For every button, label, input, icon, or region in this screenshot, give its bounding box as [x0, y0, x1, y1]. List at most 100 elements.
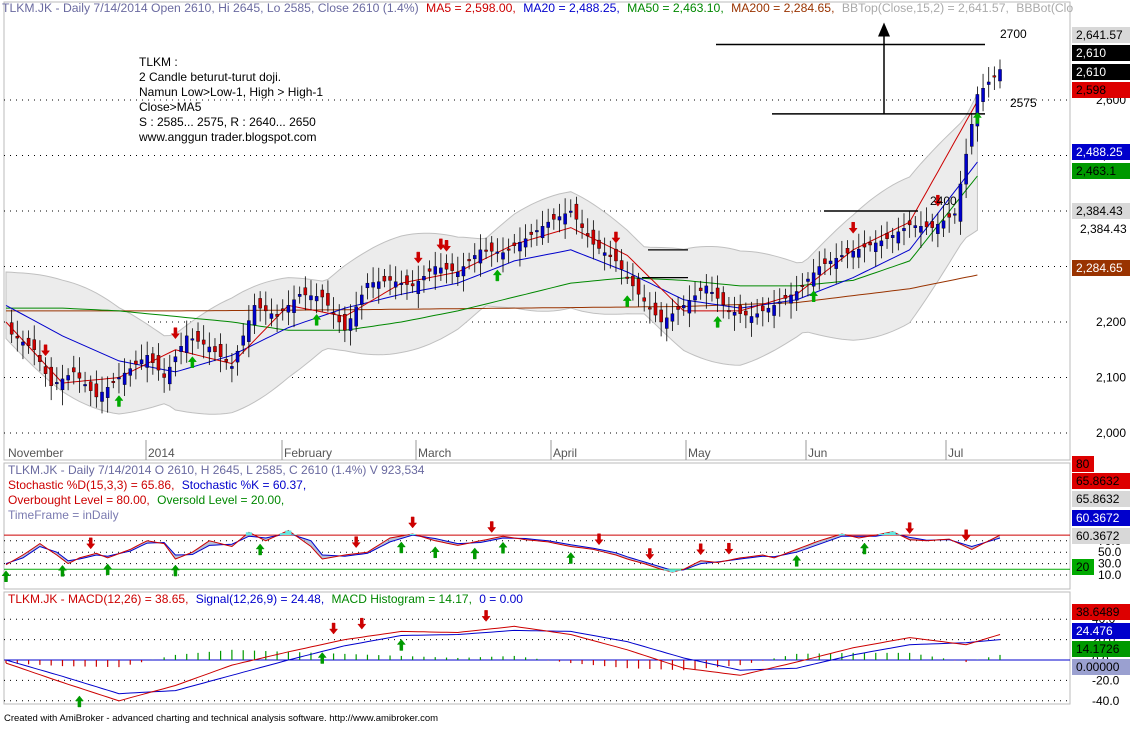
candle-body [993, 76, 996, 78]
candle-body [773, 305, 776, 315]
axis-label-k-1: 60.3672 [1076, 511, 1120, 525]
stoch-overbought-fill [839, 534, 845, 535]
stoch-title-line2: Stochastic %D(15,3,3) = 65.86, Stochasti… [8, 478, 306, 492]
candle-body [434, 267, 437, 275]
candle-body [586, 233, 589, 236]
stoch-overbought-fill [285, 531, 291, 536]
macd-title-signal: Signal(12,26,9) = 24.48, [196, 592, 324, 606]
candle-body [388, 276, 391, 280]
price-title-ma50: MA50 = 2,463.10, [627, 1, 724, 15]
candle-body [117, 378, 120, 380]
candle-body [874, 243, 877, 252]
candle-body [592, 230, 595, 244]
axis-label-close-1: 2,610 [1076, 46, 1106, 60]
axis-label-d-2: 65.8632 [1076, 492, 1120, 506]
candle-body [112, 381, 115, 383]
candle-body [309, 296, 312, 300]
candle-body [219, 344, 222, 356]
candle-body [185, 336, 188, 353]
macd-tick-label: -40.0 [1092, 694, 1120, 708]
candle-body [428, 269, 431, 272]
price-title: TLKM.JK - Daily 7/14/2014 Open 2610, Hi … [2, 1, 1073, 15]
axis-label-histogram: 14.1726 [1076, 642, 1120, 656]
candle-body [965, 154, 968, 184]
annotation-line-6: www.anggun trader.blogspot.com [138, 130, 316, 144]
candle-body [230, 366, 233, 368]
candle-body [812, 273, 815, 286]
candle-body [168, 367, 171, 384]
candle-body [236, 351, 239, 362]
candle-body [55, 382, 58, 384]
candle-body [61, 379, 64, 390]
candle-body [693, 296, 696, 300]
candle-body [564, 214, 567, 224]
candle-body [16, 336, 19, 338]
candle-body [208, 347, 211, 352]
candle-body [485, 250, 488, 252]
candle-body [631, 276, 634, 286]
candle-body [405, 276, 408, 285]
candle-body [524, 239, 527, 247]
stoch-title-oversold: Oversold Level = 20.00, [157, 493, 284, 507]
candle-body [259, 298, 262, 308]
candle-body [778, 302, 781, 304]
month-label-2014: 2014 [148, 446, 175, 460]
candle-body [948, 214, 951, 218]
candle-body [298, 294, 301, 296]
price-tick-label: 2,000 [1096, 426, 1126, 440]
candle-body [722, 292, 725, 304]
candle-body [750, 316, 753, 322]
candle-body [818, 267, 821, 275]
candle-body [451, 264, 454, 271]
candle-body [987, 82, 990, 85]
candle-body [535, 230, 538, 232]
candle-body [473, 255, 476, 258]
candle-body [936, 224, 939, 234]
price-title-ma20: MA20 = 2,488.25, [523, 1, 620, 15]
candle-body [270, 314, 273, 319]
candle-body [648, 308, 651, 310]
stoch-oversold-fill [675, 569, 681, 570]
footer-credit: Created with AmiBroker - advanced charti… [4, 713, 438, 724]
candle-body [829, 261, 832, 264]
candle-body [891, 235, 894, 237]
annotation-line-1: TLKM : [139, 55, 178, 69]
candle-body [716, 288, 719, 298]
candle-body [897, 232, 900, 243]
candle-body [581, 224, 584, 228]
candle-body [620, 261, 623, 270]
candle-body [191, 339, 194, 341]
stoch-overbought-fill [890, 532, 896, 535]
candle-body [151, 354, 154, 363]
candle-body [89, 382, 92, 391]
stoch-oversold-fill [664, 569, 670, 570]
month-label-february: February [284, 446, 332, 460]
candle-body [78, 373, 81, 378]
candle-body [213, 346, 216, 351]
candle-body [558, 217, 561, 221]
candle-body [366, 283, 369, 288]
stoch-title-line3: Overbought Level = 80.00, Oversold Level… [8, 493, 284, 507]
candle-body [744, 311, 747, 315]
candle-body [919, 226, 922, 232]
level-label-2700: 2700 [1000, 27, 1027, 41]
candle-body [146, 355, 149, 367]
candle-body [38, 355, 41, 362]
candle-body [315, 296, 318, 301]
candle-body [157, 355, 160, 370]
candle-body [202, 340, 205, 344]
axis-label-ma200: 2,284.65 [1076, 261, 1123, 275]
candle-body [902, 228, 905, 231]
candle-body [863, 244, 866, 247]
candle-body [67, 375, 70, 380]
candle-body [140, 360, 143, 364]
candle-body [174, 357, 177, 362]
candle-body [665, 318, 668, 329]
candle-body [914, 226, 917, 228]
candle-body [100, 392, 103, 401]
candle-body [372, 282, 375, 287]
candle-body [417, 281, 420, 294]
candle-body [507, 249, 510, 251]
candle-body [677, 306, 680, 309]
macd-title-head: TLKM.JK - MACD(12,26) = 38.65, [8, 592, 188, 606]
